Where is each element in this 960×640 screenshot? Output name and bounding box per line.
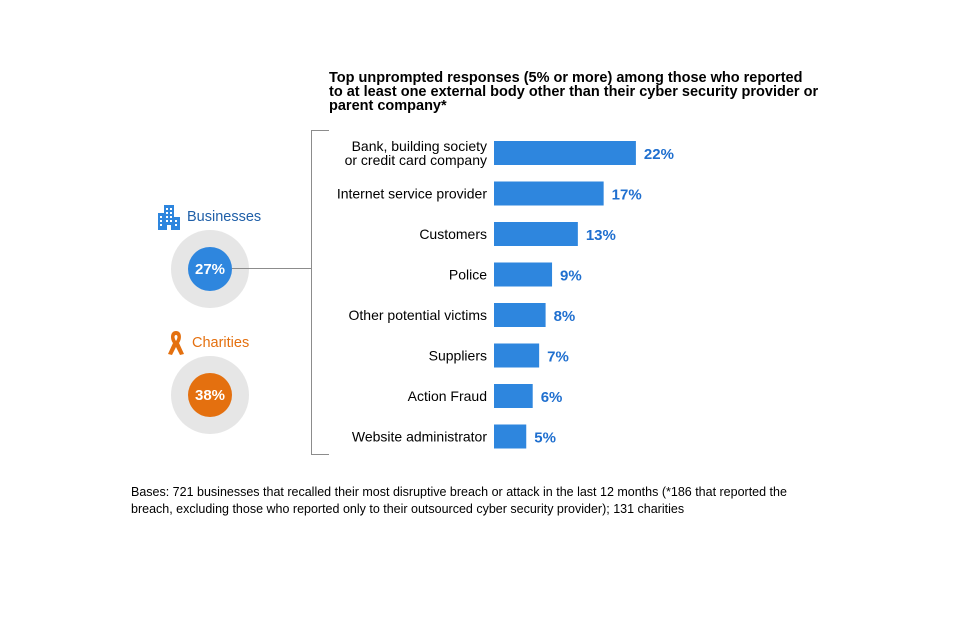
chart-title: Top unprompted responses (5% or more) am…	[329, 70, 849, 114]
charities-percentage: 38%	[188, 373, 232, 417]
charities-label: Charities	[192, 335, 250, 351]
bar	[494, 262, 553, 287]
chart-title-line: parent company*	[329, 98, 447, 114]
value-label: 17%	[612, 187, 642, 204]
chart-title-line: Top unprompted responses (5% or more) am…	[329, 70, 803, 86]
bracket-vertical	[311, 130, 312, 455]
category-label: Customers	[419, 226, 487, 242]
category-label: or credit card company	[345, 152, 487, 168]
value-label: 13%	[586, 227, 616, 244]
value-label: 6%	[541, 389, 563, 406]
value-label: 9%	[560, 268, 582, 285]
connector-line	[232, 268, 312, 269]
category-label: Other potential victims	[349, 307, 488, 323]
businesses-label: Businesses	[187, 209, 262, 225]
businesses-percentage: 27%	[188, 247, 232, 291]
bar	[494, 181, 604, 206]
office-building-icon	[158, 204, 180, 231]
bracket-top	[311, 130, 329, 131]
footnote: Bases: 721 businesses that recalled thei…	[131, 484, 831, 518]
value-label: 5%	[534, 430, 556, 447]
bar	[494, 384, 533, 408]
category-label: Website administrator	[352, 429, 487, 445]
footnote-line: breach, excluding those who reported onl…	[131, 502, 685, 516]
value-label: 22%	[644, 146, 674, 163]
bar	[494, 303, 546, 327]
bar	[494, 424, 527, 449]
category-label: Suppliers	[429, 348, 487, 364]
bar	[494, 222, 578, 246]
category-label: Internet service provider	[337, 186, 488, 202]
value-label: 7%	[547, 349, 569, 366]
chart-title-line: to at least one external body other than…	[329, 84, 819, 100]
bar	[494, 343, 540, 368]
awareness-ribbon-icon	[166, 329, 186, 357]
bracket-bottom	[311, 454, 329, 455]
category-label: Bank, building society	[352, 138, 487, 154]
value-label: 8%	[554, 308, 576, 325]
category-label: Action Fraud	[408, 388, 487, 404]
category-label: Police	[449, 267, 487, 283]
bar	[494, 141, 636, 165]
footnote-line: Bases: 721 businesses that recalled thei…	[131, 485, 787, 499]
